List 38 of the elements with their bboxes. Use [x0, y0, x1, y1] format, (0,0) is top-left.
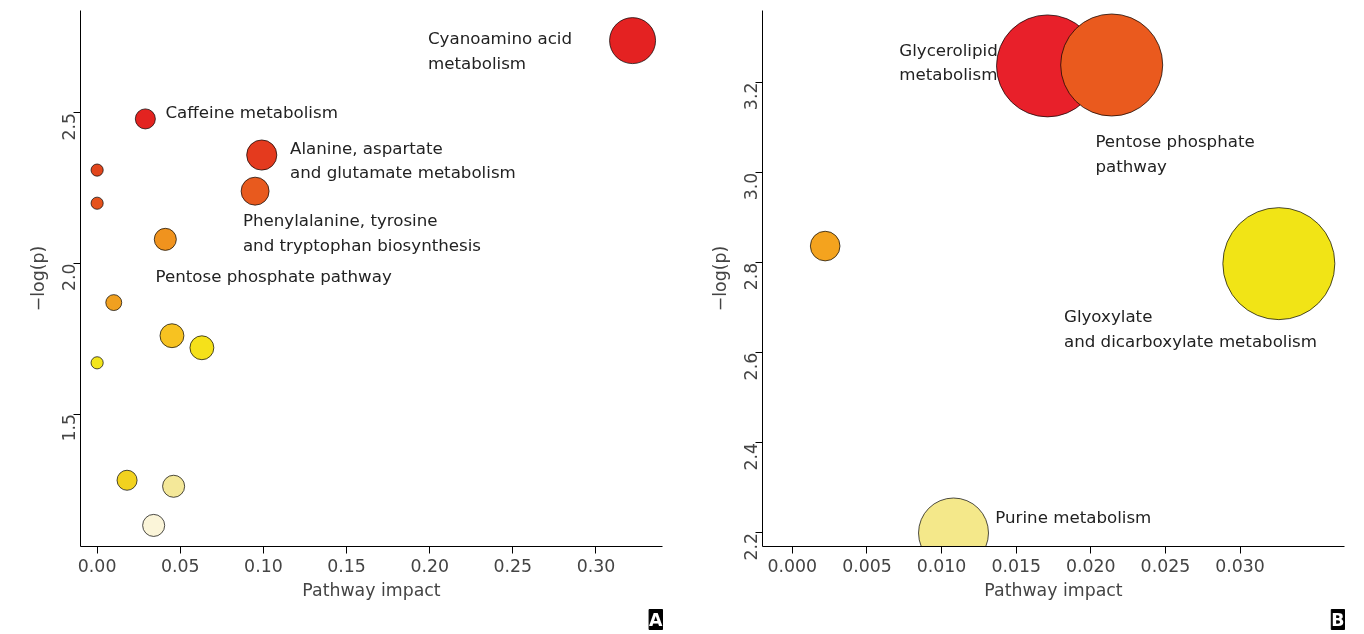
annotation: Alanine, aspartate and glutamate metabolism [290, 138, 516, 183]
x-tick-label: 0.015 [991, 555, 1041, 576]
annotation: Cyanoamino acid metabolism [427, 29, 573, 73]
y-tick-label: 1.5 [59, 414, 79, 442]
y-tick-label: 2.0 [59, 263, 79, 291]
y-tick-label: 2.6 [741, 352, 761, 381]
text: B [1331, 609, 1345, 630]
annotation: Glycerolipid metabolism [899, 40, 998, 85]
y-axis-title: −log(p) [709, 245, 730, 312]
x-tick-label: 0.000 [767, 555, 818, 576]
y-tick-label: 3.2 [741, 82, 761, 111]
y-tick-label: 3.0 [741, 172, 761, 201]
x-tick-label: 0.00 [77, 555, 117, 576]
x-tick-label: 0.25 [493, 555, 533, 576]
y-tick-label: 2.5 [59, 112, 79, 141]
x-tick-label: 0.20 [410, 555, 449, 576]
x-tick-label: 0.025 [1140, 555, 1191, 576]
annotation: Pentose phosphate pathway [155, 266, 392, 286]
y-axis-title: −log(p) [27, 245, 48, 312]
x-tick-label: 0.020 [1066, 555, 1116, 576]
annotation: Phenylalanine, tyrosine and tryptophan biosynthesis [242, 210, 482, 255]
x-tick-label: 0.010 [916, 555, 967, 576]
text: A [649, 609, 664, 630]
x-tick-label: 0.030 [1215, 555, 1265, 576]
y-tick-label: 2.2 [741, 532, 761, 561]
annotation: Pentose phosphate pathway [1095, 132, 1255, 176]
x-tick-label: 0.05 [160, 555, 200, 576]
annotation: Purine metabolism [995, 508, 1152, 528]
x-axis-title: Pathway impact [984, 579, 1123, 600]
y-tick-label: 2.8 [741, 262, 761, 291]
x-tick-label: 0.30 [576, 555, 616, 576]
x-tick-label: 0.10 [244, 555, 283, 576]
x-tick-label: 0.005 [842, 555, 892, 576]
y-tick-label: 2.4 [741, 442, 761, 471]
annotation: Glyoxylate and dicarboxylate metabolism [1063, 306, 1318, 351]
annotation: Caffeine metabolism [165, 103, 338, 123]
x-axis-title: Pathway impact [302, 579, 441, 600]
x-tick-label: 0.15 [327, 555, 366, 576]
